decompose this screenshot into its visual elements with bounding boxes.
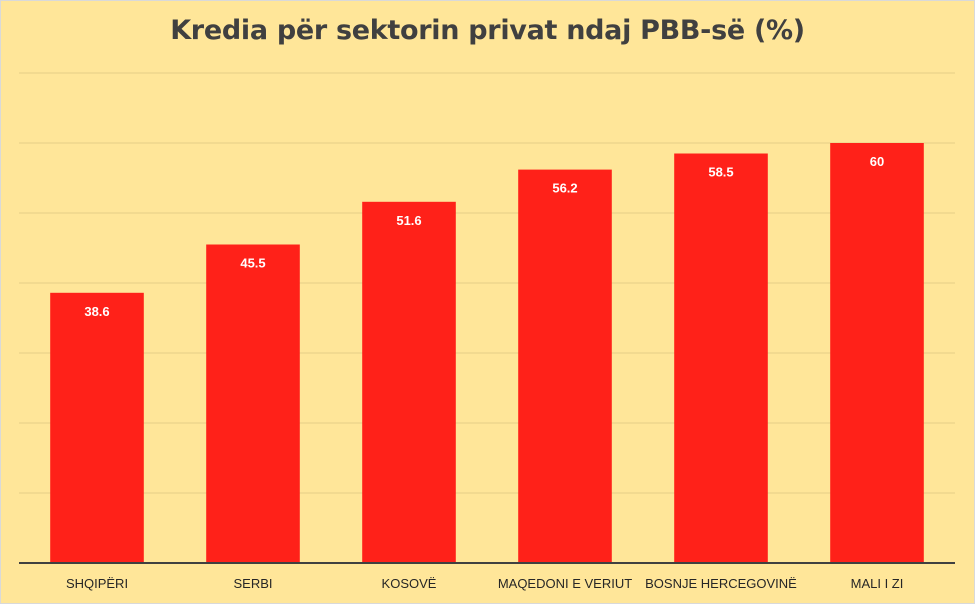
data-label: 56.2 [552, 181, 577, 196]
data-label: 60 [870, 154, 884, 169]
category-label: SHQIPËRI [66, 576, 128, 591]
data-label: 51.6 [396, 213, 421, 228]
bar [830, 143, 924, 563]
category-label: BOSNJE HERCEGOVINË [645, 576, 797, 591]
bar [50, 292, 144, 563]
category-label: KOSOVË [382, 576, 437, 591]
data-label: 45.5 [240, 256, 265, 271]
chart-title: Kredia për sektorin privat ndaj PBB-së (… [170, 15, 805, 46]
category-label: MAQEDONI E VERIUT [498, 576, 632, 591]
category-label: SERBI [233, 576, 272, 591]
data-labels: 38.6 45.5 51.6 56.2 58.5 60 [84, 154, 884, 319]
category-labels: SHQIPËRI SERBI KOSOVË MAQEDONI E VERIUT BOSN… [66, 576, 903, 591]
bar [674, 153, 768, 563]
bar [206, 244, 300, 563]
gridlines [19, 72, 955, 494]
category-label: MALI I ZI [851, 576, 904, 591]
bars [50, 143, 924, 564]
bar [518, 169, 612, 563]
data-label: 38.6 [84, 304, 109, 319]
data-label: 58.5 [708, 165, 733, 180]
bar [362, 201, 456, 564]
